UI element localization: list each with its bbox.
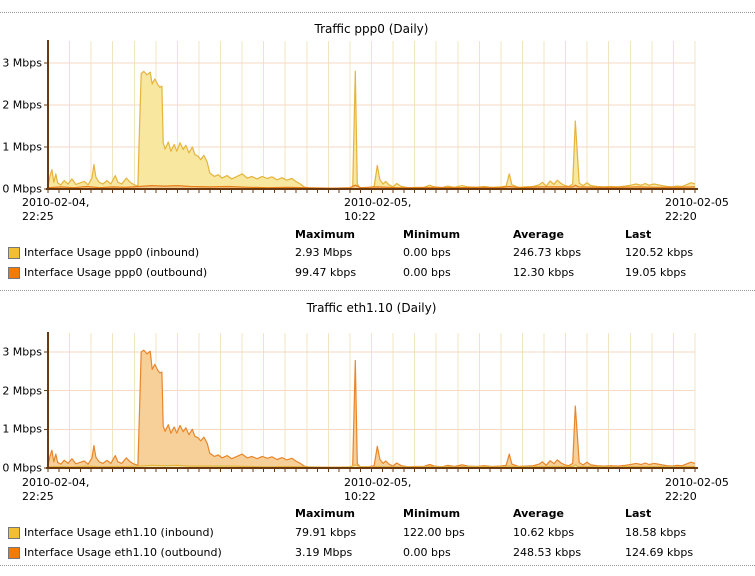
inbound-color-swatch [8, 247, 20, 259]
stat-last: 124.69 kbps [625, 546, 694, 559]
legend-label: Interface Usage ppp0 (outbound) [24, 266, 208, 279]
stat-minimum: 0.00 bps [403, 546, 451, 559]
legend-row-inbound: Interface Usage eth1.10 (inbound) 79.91 … [0, 526, 755, 540]
stat-last: 120.52 kbps [625, 246, 694, 259]
stat-minimum: 0.00 bps [403, 266, 451, 279]
separator-middle [0, 290, 755, 291]
y-axis-tick-label: 3 Mbps [2, 56, 42, 70]
y-axis-tick-label: 0 Mbps [2, 182, 42, 196]
inbound-color-swatch [8, 527, 20, 539]
y-axis-tick-label: 0 Mbps [2, 461, 42, 475]
y-axis-tick-label: 1 Mbps [2, 422, 42, 436]
chart-title: Traffic eth1.10 (Daily) [306, 301, 437, 315]
stat-average: 12.30 kbps [513, 266, 575, 279]
stat-minimum: 122.00 bps [403, 526, 465, 539]
stat-minimum: 0.00 bps [403, 246, 451, 259]
y-axis-tick-label: 3 Mbps [2, 345, 42, 359]
y-axis-tick-label: 2 Mbps [2, 384, 42, 398]
separator-bottom [0, 565, 755, 566]
x-axis-label-center: 2010-02-05, 10:22 [344, 476, 412, 503]
x-axis-label-center: 2010-02-05, 10:22 [344, 196, 412, 223]
y-axis-tick-label: 2 Mbps [2, 98, 42, 112]
x-axis-label-left: 2010-02-04, 22:25 [22, 196, 90, 223]
chart-title: Traffic ppp0 (Daily) [314, 22, 429, 36]
outbound-color-swatch [8, 267, 20, 279]
x-axis-label-right: 2010-02-05 22:20 [665, 196, 729, 223]
stat-maximum: 2.93 Mbps [295, 246, 353, 259]
legend-label: Interface Usage eth1.10 (inbound) [24, 526, 214, 539]
legend-row-outbound: Interface Usage ppp0 (outbound) 99.47 kb… [0, 266, 755, 280]
stat-last: 18.58 kbps [625, 526, 687, 539]
legend-label: Interface Usage eth1.10 (outbound) [24, 546, 222, 559]
stat-average: 248.53 kbps [513, 546, 582, 559]
outbound-color-swatch [8, 547, 20, 559]
legend-row-inbound: Interface Usage ppp0 (inbound) 2.93 Mbps… [0, 246, 755, 260]
legend-label: Interface Usage ppp0 (inbound) [24, 246, 200, 259]
stat-maximum: 99.47 kbps [295, 266, 357, 279]
legend-row-outbound: Interface Usage eth1.10 (outbound) 3.19 … [0, 546, 755, 560]
x-axis-label-left: 2010-02-04, 22:25 [22, 476, 90, 503]
stat-average: 246.73 kbps [513, 246, 582, 259]
stat-last: 19.05 kbps [625, 266, 687, 279]
separator-top [0, 12, 755, 13]
stat-maximum: 3.19 Mbps [295, 546, 353, 559]
y-axis-tick-label: 1 Mbps [2, 140, 42, 154]
stat-average: 10.62 kbps [513, 526, 575, 539]
x-axis-label-right: 2010-02-05 22:20 [665, 476, 729, 503]
stat-maximum: 79.91 kbps [295, 526, 357, 539]
